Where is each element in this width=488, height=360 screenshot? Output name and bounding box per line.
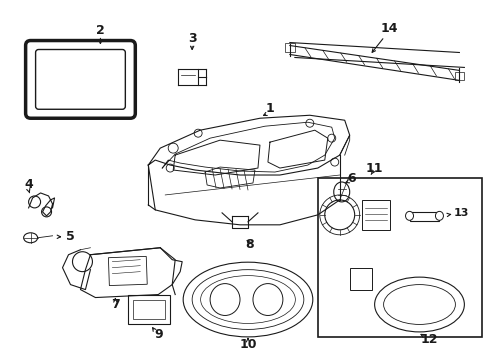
Bar [317, 178, 481, 337]
Text: 14: 14 [380, 22, 398, 35]
Ellipse shape [435, 211, 443, 220]
Circle shape [194, 129, 202, 137]
Bar [128, 294, 170, 324]
Bar [285, 42, 294, 53]
Ellipse shape [405, 211, 413, 220]
Bar [349, 268, 371, 289]
Bar [133, 300, 165, 319]
Circle shape [168, 143, 178, 153]
Text: 9: 9 [154, 328, 162, 341]
Bar [361, 200, 389, 230]
Bar [454, 72, 464, 80]
Text: 5: 5 [66, 230, 75, 243]
Text: 1: 1 [265, 102, 274, 115]
Text: 8: 8 [245, 238, 254, 251]
Text: 3: 3 [187, 32, 196, 45]
Text: 4: 4 [24, 179, 33, 192]
Bar [408, 212, 439, 221]
Text: 2: 2 [96, 24, 104, 37]
Circle shape [330, 158, 338, 166]
Circle shape [327, 134, 335, 142]
Circle shape [166, 164, 174, 172]
Text: 7: 7 [111, 298, 120, 311]
Text: 10: 10 [239, 338, 256, 351]
Text: 12: 12 [420, 333, 437, 346]
Text: 11: 11 [365, 162, 383, 175]
Circle shape [305, 119, 313, 127]
Text: 6: 6 [346, 171, 355, 185]
Text: 13: 13 [453, 208, 468, 218]
Bar [108, 256, 147, 285]
